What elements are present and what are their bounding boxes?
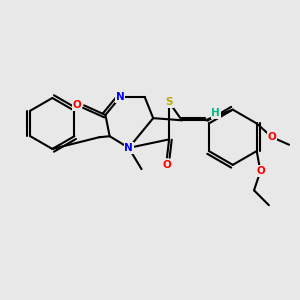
Text: N: N: [124, 143, 133, 153]
Text: O: O: [163, 160, 171, 170]
Text: H: H: [212, 108, 220, 118]
Text: O: O: [72, 100, 81, 110]
Text: S: S: [165, 97, 173, 107]
Text: N: N: [116, 92, 125, 102]
Text: O: O: [256, 166, 265, 176]
Text: O: O: [268, 132, 276, 142]
